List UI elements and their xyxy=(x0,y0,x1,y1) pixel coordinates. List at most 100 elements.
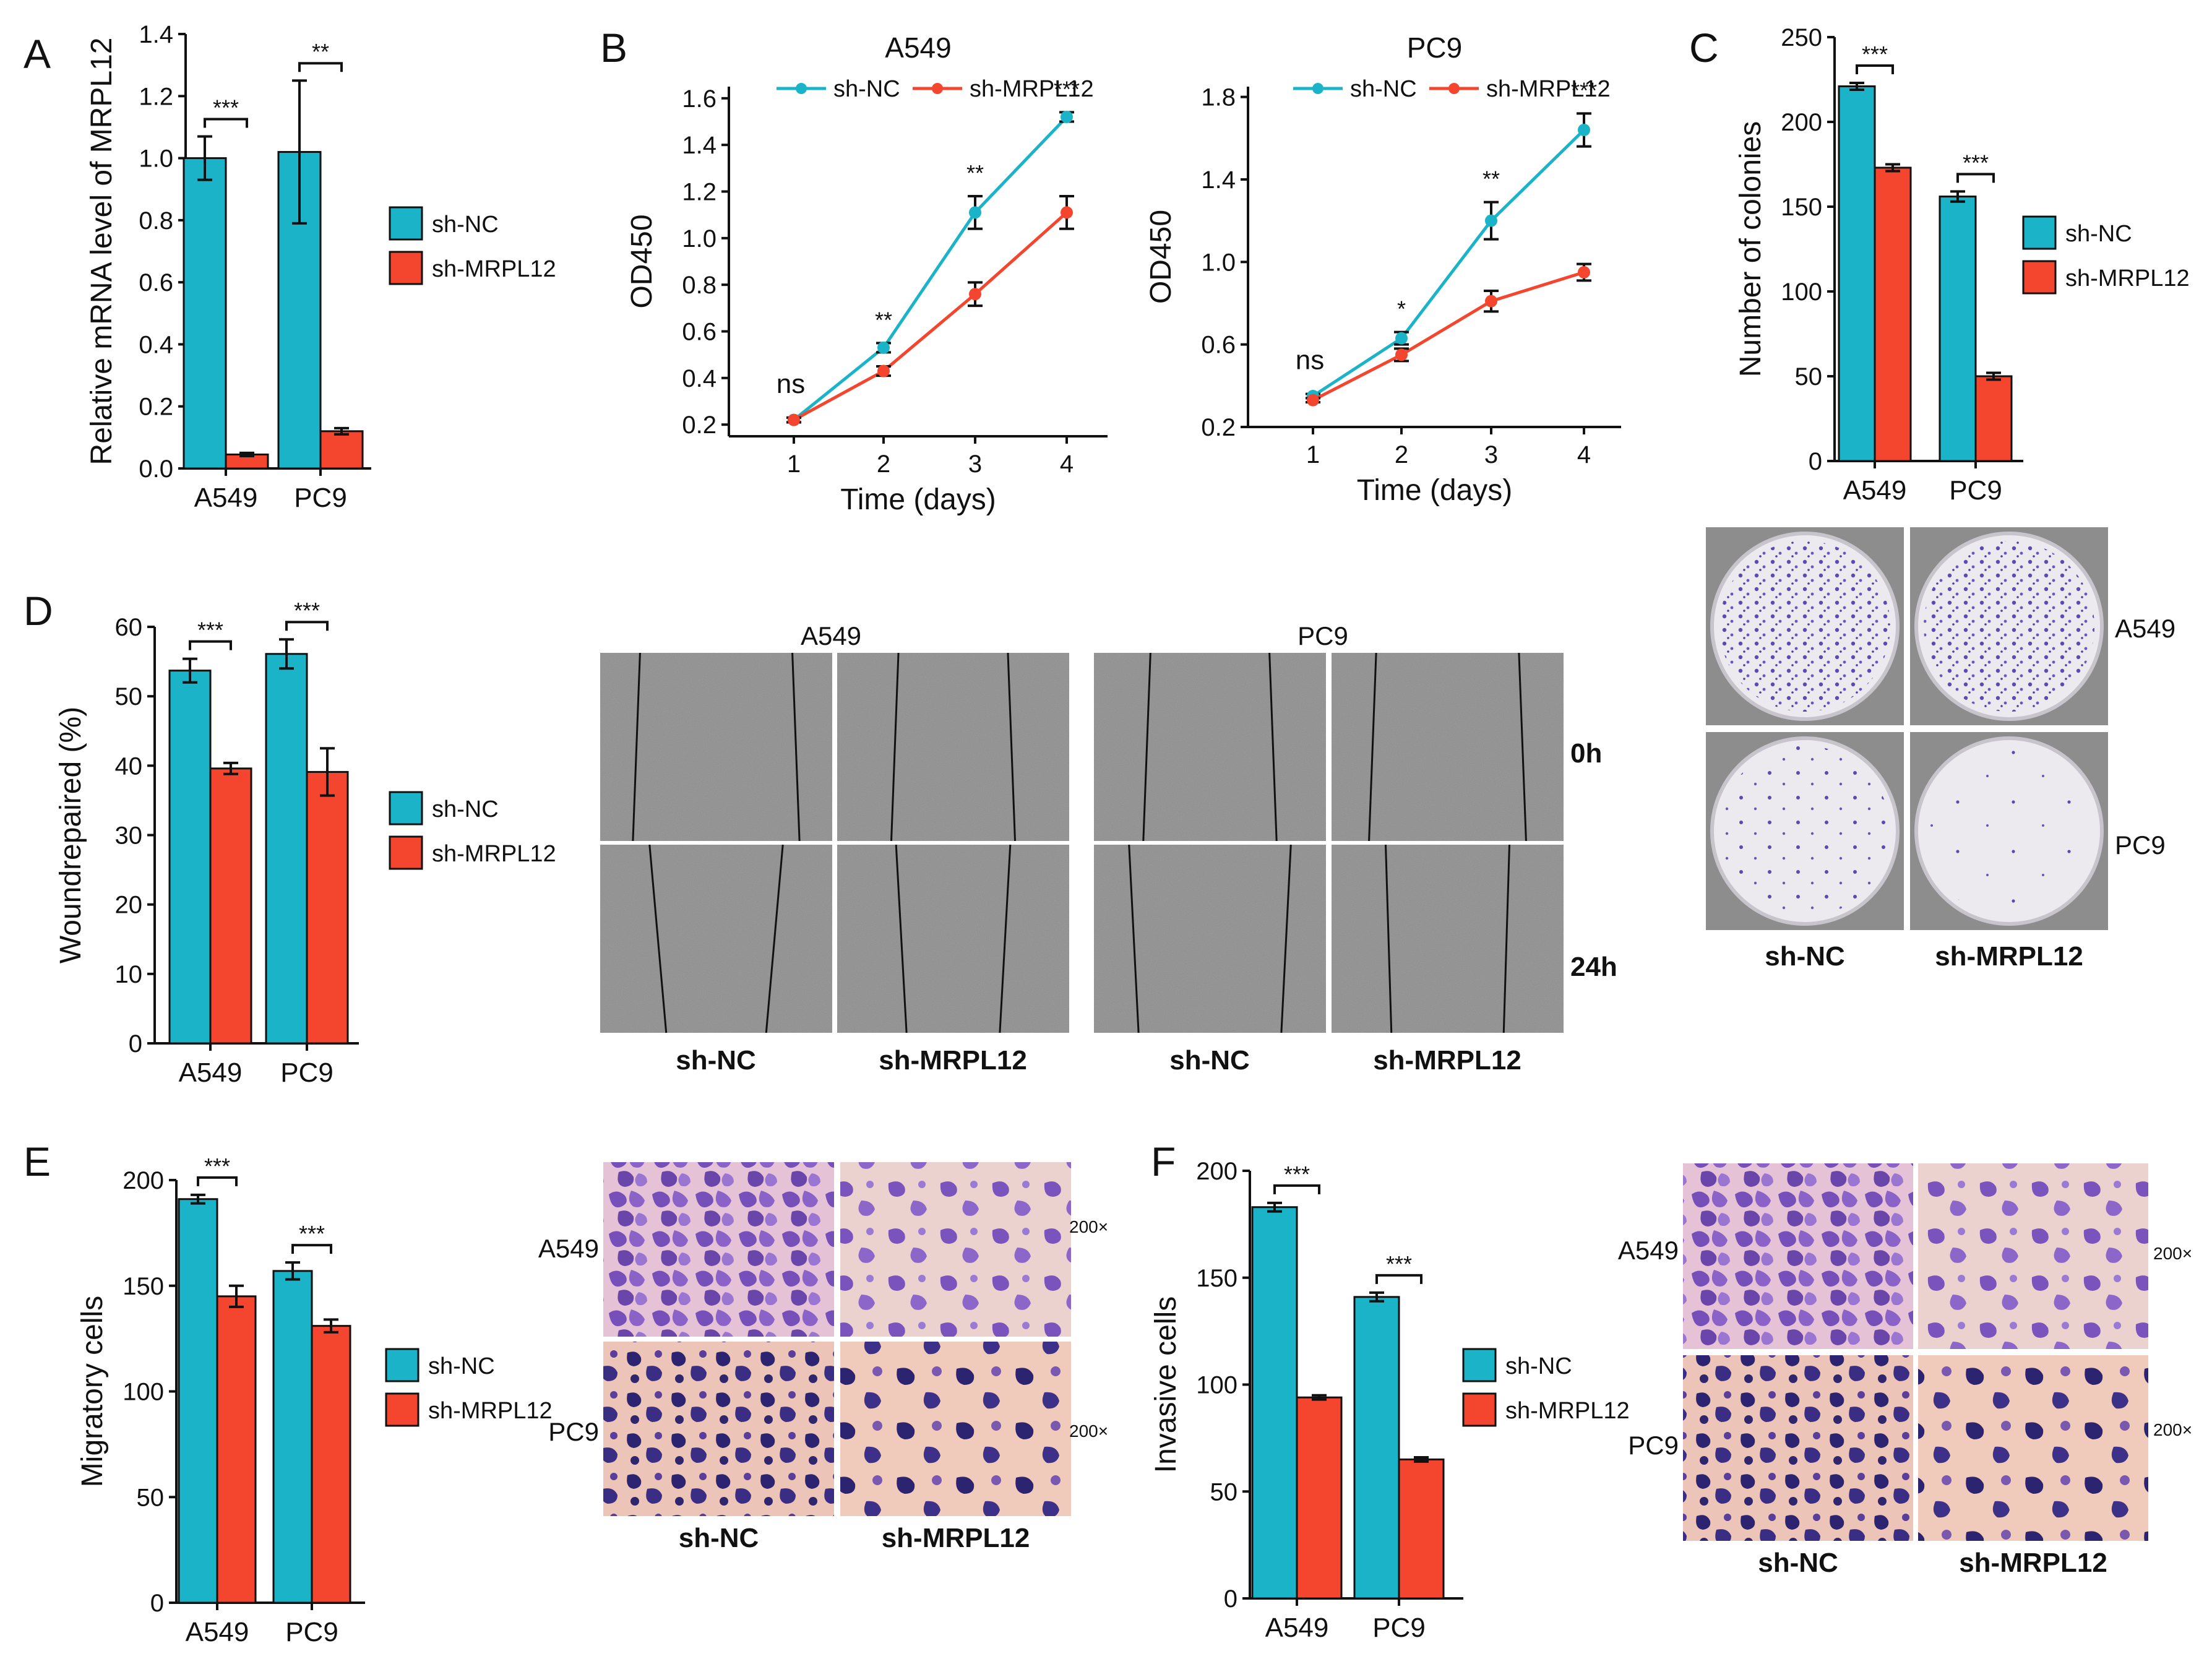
legend-swatch-sh-MRPL12 xyxy=(385,1392,420,1427)
data-point-sh-MRPL12 xyxy=(1307,394,1319,407)
wound-edge-line xyxy=(765,844,784,1033)
data-point-sh-MRPL12 xyxy=(1395,348,1408,361)
legend-label-sh-NC: sh-NC xyxy=(1505,1353,1572,1379)
y-tick-label: 150 xyxy=(1196,1265,1237,1292)
legend-marker-sh-NC xyxy=(1312,83,1323,94)
panel-letter-B: B xyxy=(600,25,627,71)
stained-cell-image xyxy=(1918,1355,2148,1541)
y-tick-label: 1.0 xyxy=(139,145,173,173)
y-tick-label: 1.4 xyxy=(1201,166,1236,194)
legend-label-sh-MRPL12: sh-MRPL12 xyxy=(1486,76,1611,102)
wound-edge-line xyxy=(895,844,908,1033)
significance-label: ** xyxy=(1483,166,1500,192)
significance-bracket xyxy=(1375,1274,1422,1284)
x-axis-label: Time (days) xyxy=(1357,474,1513,507)
bar-sh-MRPL12-PC9 xyxy=(1398,1458,1445,1600)
y-tick-label: 200 xyxy=(1781,109,1822,136)
legend-swatch-sh-MRPL12 xyxy=(389,251,423,285)
significance-bracket xyxy=(1956,173,1995,183)
panel-letter-E: E xyxy=(24,1139,51,1184)
chart-B1: B A549 0.2 0.4 0.6 0.8 1.0 1.2 1.4 1.6 OD450 1 2 3 4 Ti… xyxy=(600,25,1108,516)
y-tick-label: 0.0 xyxy=(139,455,173,483)
significance-label: *** xyxy=(197,618,223,643)
chart-B2: PC9 0.2 0.6 1.0 1.4 1.8 OD450 1 2 3 4 Time (days) ns… xyxy=(1145,32,1621,507)
x-tick-label: PC9 xyxy=(285,1617,338,1647)
y-tick-label: 0 xyxy=(1809,448,1822,475)
y-axis-label: Number of colonies xyxy=(1734,121,1767,377)
colony-stain xyxy=(1719,746,1890,916)
y-tick-label: 30 xyxy=(115,822,143,850)
bar-sh-NC-PC9 xyxy=(1353,1296,1400,1600)
chart-title: A549 xyxy=(885,32,951,64)
bar-sh-MRPL12-PC9 xyxy=(306,770,349,1045)
y-tick-label: 0.2 xyxy=(682,412,717,439)
legend-swatch-sh-MRPL12 xyxy=(389,835,423,870)
data-point-sh-MRPL12 xyxy=(1061,206,1073,219)
wound-edge-line xyxy=(1518,652,1527,842)
bar-sh-NC-A549 xyxy=(183,157,227,470)
data-point-sh-NC xyxy=(1395,332,1408,345)
significance-label: *** xyxy=(1963,150,1989,175)
significance-bracket xyxy=(1273,1184,1320,1194)
colony-stain xyxy=(1924,541,2094,712)
legend-label-sh-MRPL12: sh-MRPL12 xyxy=(428,1398,553,1424)
series-line-sh-MRPL12 xyxy=(793,211,1068,421)
significance-label: *** xyxy=(1386,1251,1412,1277)
y-tick-label: 100 xyxy=(123,1379,164,1406)
row-label: PC9 xyxy=(1628,1431,1679,1460)
bar-sh-MRPL12-A549 xyxy=(1296,1396,1343,1600)
data-point-sh-NC xyxy=(969,206,981,219)
y-axis-label: Migratory cells xyxy=(76,1296,109,1487)
significance-label: *** xyxy=(294,598,320,623)
data-point-sh-NC xyxy=(1578,124,1590,136)
x-tick-label: A549 xyxy=(179,1058,243,1088)
panel-letter-A: A xyxy=(24,31,51,77)
column-label: sh-NC xyxy=(1169,1045,1250,1076)
y-tick-label: 0 xyxy=(129,1030,142,1058)
column-label: sh-NC xyxy=(1758,1548,1838,1578)
group-label: PC9 xyxy=(1298,621,1348,650)
column-label: sh-MRPL12 xyxy=(1959,1548,2107,1578)
x-tick-label: 3 xyxy=(968,450,982,478)
significance-label: ** xyxy=(312,39,329,64)
legend-label-sh-NC: sh-NC xyxy=(428,1353,495,1379)
row-label: A549 xyxy=(2115,614,2175,643)
y-tick-label: 1.8 xyxy=(1201,84,1236,111)
y-tick-label: 1.2 xyxy=(139,83,173,110)
series-line-sh-NC xyxy=(1312,129,1585,398)
y-tick-label: 0.6 xyxy=(682,319,717,346)
significance-label: *** xyxy=(1284,1162,1310,1187)
y-tick-label: 250 xyxy=(1781,24,1822,51)
legend-label-sh-NC: sh-NC xyxy=(432,212,499,238)
legend-swatch-sh-NC xyxy=(385,1348,420,1382)
legend-swatch-sh-NC xyxy=(389,791,423,826)
y-tick-label: 50 xyxy=(1795,363,1823,390)
bar-sh-NC-A549 xyxy=(1251,1206,1298,1600)
legend-label-sh-MRPL12: sh-MRPL12 xyxy=(432,841,556,867)
x-tick-label: A549 xyxy=(186,1617,249,1647)
significance-label: *** xyxy=(213,95,239,120)
significance-label: *** xyxy=(1054,76,1080,101)
legend-label-sh-NC: sh-NC xyxy=(2065,221,2132,247)
column-label: sh-MRPL12 xyxy=(882,1523,1030,1553)
wound-edge-line xyxy=(1128,844,1140,1033)
legend-label-sh-NC: sh-NC xyxy=(1350,76,1417,102)
y-tick-label: 50 xyxy=(1210,1478,1238,1506)
row-label: PC9 xyxy=(2115,830,2166,860)
legend-label-sh-MRPL12: sh-MRPL12 xyxy=(432,256,556,282)
wound-edge-line xyxy=(1268,652,1278,842)
y-tick-label: 0 xyxy=(1224,1585,1237,1613)
data-point-sh-NC xyxy=(1485,214,1497,227)
y-tick-label: 0.6 xyxy=(1201,332,1236,359)
chart-F: F 0 50 100 150 200 Invasive cells A549 *** PC9 ***… xyxy=(1150,1139,1630,1643)
y-tick-label: 150 xyxy=(1781,194,1822,221)
wound-edge-line xyxy=(999,844,1012,1033)
legend-label-sh-NC: sh-NC xyxy=(432,796,499,822)
y-tick-label: 0.4 xyxy=(682,365,717,392)
bar-sh-NC-A549 xyxy=(168,670,212,1045)
legend-swatch-sh-MRPL12 xyxy=(2022,260,2057,295)
colony-stain xyxy=(1924,746,2094,916)
significance-bracket xyxy=(197,1176,238,1186)
y-tick-label: 150 xyxy=(123,1273,164,1300)
